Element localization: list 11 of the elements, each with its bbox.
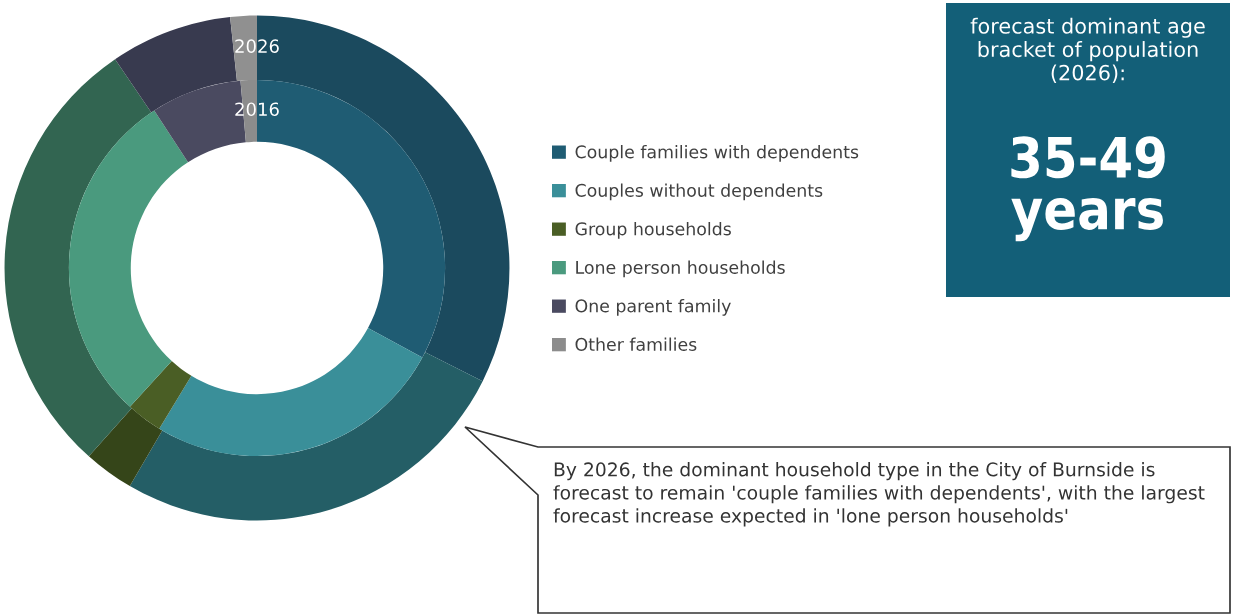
- text: By 2026, the dominant household type in the City of Burnside is forecast to remain 'couple families with dependents', with the largest forecast increase expected in 'lone person households': [553, 462, 1205, 527]
- slice-label: 2026: [235, 39, 279, 53]
- legend-label: Group households: [575, 221, 731, 239]
- text: 35-49 years: [1011, 136, 1165, 242]
- legend-label: Other families: [575, 337, 697, 351]
- text: forecast dominant age bracket of population (2026):: [970, 17, 1205, 83]
- legend-label: Couple families with dependents: [575, 144, 859, 162]
- slice-label: 2016: [235, 102, 279, 117]
- legend-label: Couples without dependents: [575, 183, 823, 201]
- legend-label: Lone person households: [576, 260, 785, 278]
- legend-label: One parent family: [575, 299, 731, 316]
